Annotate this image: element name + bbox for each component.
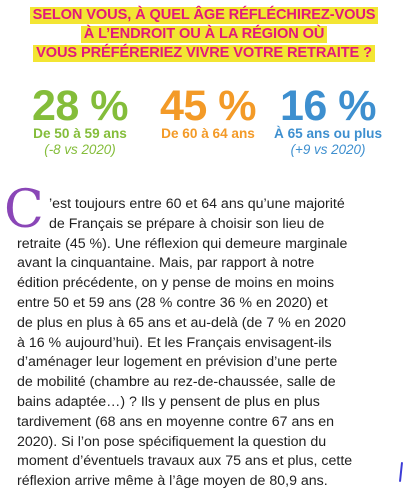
article-line: réflexion arrive même à l’âge moyen de 8…	[17, 473, 328, 490]
drop-cap: C	[4, 180, 44, 240]
headline-line-1: SELON VOUS, À QUEL ÂGE RÉFLÉCHIREZ-VOUS	[29, 7, 379, 24]
stat-label: À 65 ans ou plus	[273, 126, 383, 141]
stat-percent: 28 %	[31, 82, 129, 130]
stat-label: De 50 à 59 ans	[33, 126, 127, 141]
headline: SELON VOUS, À QUEL ÂGE RÉFLÉCHIREZ-VOUS …	[0, 6, 408, 63]
article-line: à 16 % aujourd’hui). Et les Français env…	[17, 334, 332, 351]
article-line: tardivement (68 ans en moyenne contre 67…	[17, 413, 335, 430]
article-line: retraite (45 %). Une réflexion qui demeu…	[17, 235, 348, 252]
article-line: de Français se prépare à choisir son lie…	[49, 215, 325, 232]
article-line: édition précédente, on y pense de moins …	[17, 275, 335, 292]
stat-percent: 45 %	[159, 82, 257, 130]
article-line: de plus en plus à 65 ans et au-delà (de …	[17, 314, 346, 331]
article-line: entre 50 et 59 ans (28 % contre 36 % en …	[17, 294, 328, 311]
article-line: 2020). Si l’on pose spécifiquement la qu…	[17, 433, 327, 450]
article-line: ’est toujours entre 60 et 64 ans qu’une …	[49, 196, 345, 212]
article-line: avant la cinquantaine. Mais, par rapport…	[17, 255, 315, 272]
stat-65-plus: 16 % À 65 ans ou plus (+9 vs 2020)	[260, 82, 396, 158]
stat-label: De 60 à 64 ans	[161, 126, 255, 141]
article-line: de mobilité (chambre au rez-de-chaussée,…	[17, 374, 336, 391]
headline-line-2: À L’ENDROIT OU À LA RÉGION OÙ	[80, 26, 328, 43]
article-line: d’aménager leur logement en prévision d’…	[17, 354, 338, 371]
stat-50-59: 28 % De 50 à 59 ans (-8 vs 2020)	[12, 82, 148, 158]
stat-note: (+9 vs 2020)	[290, 142, 366, 157]
stat-60-64: 45 % De 60 à 64 ans	[140, 82, 276, 142]
headline-line-3: VOUS PRÉFÉRERIEZ VIVRE VOTRE RETRAITE ?	[33, 45, 375, 62]
article-body: ’est toujours entre 60 et 64 ans qu’une …	[17, 195, 397, 492]
article-line: bains adaptée…) ? Ils y pensent de plus …	[17, 393, 320, 410]
stat-note: (-8 vs 2020)	[44, 142, 116, 157]
margin-mark	[398, 461, 404, 483]
article-line: moment d’éventuels travaux aux 75 ans et…	[17, 453, 353, 470]
stat-percent: 16 %	[279, 82, 377, 130]
